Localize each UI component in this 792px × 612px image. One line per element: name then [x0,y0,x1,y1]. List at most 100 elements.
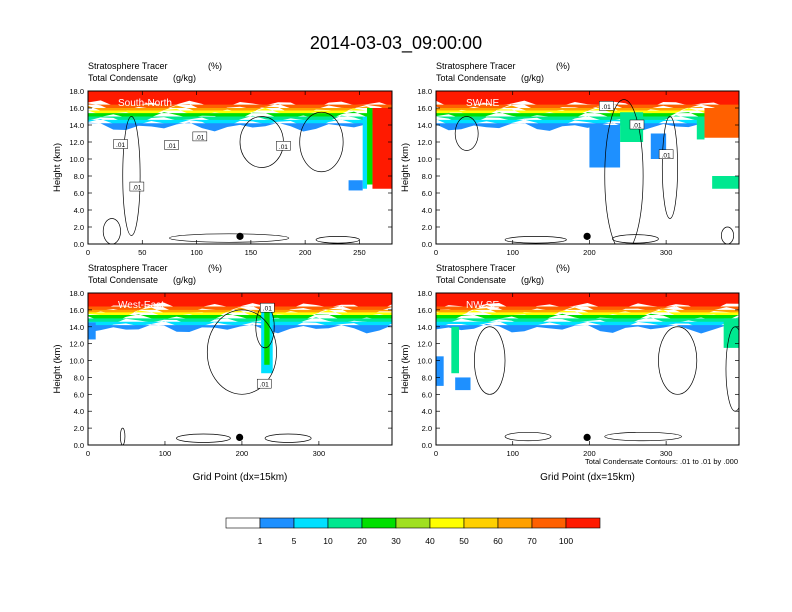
contour-label: .01 [263,306,272,313]
y-tick-label: 6.0 [74,189,84,198]
x-tick-label: 150 [245,248,258,257]
y-tick-label: 8.0 [74,172,84,181]
colorbar-label: 60 [493,536,503,546]
y-tick-label: 2.0 [422,223,432,232]
tracer-intrusion [348,180,363,191]
x-tick-label: 300 [660,449,673,458]
contour-label-box [164,140,179,150]
contour-label: .01 [632,123,641,130]
location-marker [583,433,591,441]
tracer-band [436,122,739,132]
contour-label-box [629,119,645,130]
colorbar-swatch [429,517,465,529]
contour-line [661,116,678,219]
contour-line [169,233,290,243]
panel-title-left-1: Stratosphere Tracer [88,61,168,71]
plot-frame [435,90,740,245]
contour-line [315,236,360,244]
colorbar-swatch [361,517,397,529]
y-tick-label: 10.0 [69,357,84,366]
panel-title-right-1: (%) [556,61,570,71]
contour-line [122,116,141,236]
y-tick-label: 2.0 [422,424,432,433]
x-tick-label: 200 [236,449,249,458]
contour-label: .01 [116,142,125,149]
location-marker [583,232,591,240]
contour-line [504,236,567,244]
tracer-band [436,310,739,320]
panel-sw-ne: Stratosphere Tracer (%) Total Condensate (g… [400,61,740,257]
tracer-intrusion [88,322,96,340]
y-axis-label: Height (km) [52,344,63,393]
tracer-intrusion [367,108,373,185]
y-axis-label: Height (km) [52,143,63,192]
tracer-intrusion [264,309,270,365]
panel-title-left-1: Stratosphere Tracer [436,263,516,273]
contour-label-box [129,181,145,192]
y-tick-label: 2.0 [74,424,84,433]
contour-label: .01 [662,152,671,159]
y-tick-label: 18.0 [417,289,432,298]
panel-title-left-2: Total Condensate [88,73,158,83]
colorbar-swatch [259,517,295,529]
contour-label: .01 [260,382,269,389]
contour-label: .01 [195,134,204,141]
contour-label-box [192,131,208,142]
y-tick-label: 6.0 [74,390,84,399]
panel-title-right-1: (%) [208,61,222,71]
colorbar-label: 40 [425,536,435,546]
plot-frame [435,292,740,446]
plot-frame [87,292,393,446]
tracer-intrusion [704,108,739,138]
x-tick-label: 100 [506,248,519,257]
y-tick-label: 12.0 [417,340,432,349]
tracer-intrusion [696,116,705,140]
tracer-field [88,91,392,191]
y-tick-label: 0.0 [422,441,432,450]
y-tick-label: 10.0 [69,155,84,164]
tracer-band [88,305,392,315]
panel-title-right-2: (g/kg) [173,275,196,285]
tracer-intrusion [712,176,739,189]
location-marker [236,433,244,441]
colorbar-swatch [327,517,363,529]
tracer-band [436,91,739,110]
y-tick-label: 14.0 [417,121,432,130]
panel-label: West-East [118,300,164,311]
contour-line [721,226,734,244]
y-tick-label: 4.0 [422,206,432,215]
tracer-band [88,108,392,117]
tracer-band [436,105,739,115]
y-tick-label: 16.0 [417,104,432,113]
panel-title-right-2: (g/kg) [173,73,196,83]
panel-west-east: Stratosphere Tracer (%) Total Condensate (g… [52,263,393,483]
tracer-intrusion [372,108,392,189]
y-tick-label: 18.0 [417,87,432,96]
x-tick-label: 200 [299,248,312,257]
x-axis-label: Grid Point (dx=15km) [540,472,635,483]
y-tick-label: 10.0 [417,357,432,366]
contour-line [206,309,277,395]
contour-label-box [113,139,128,149]
y-tick-label: 4.0 [422,407,432,416]
y-tick-label: 14.0 [417,323,432,332]
contour-note: Total Condensate Contours: .01 to .01 by… [585,457,738,466]
x-tick-label: 0 [434,449,438,458]
y-tick-label: 6.0 [422,189,432,198]
condensate-contours [454,99,734,244]
colorbar-label: 100 [559,536,573,546]
colorbar: 1 5 10 20 30 40 50 60 70 100 [225,517,601,546]
figure-title: 2014-03-03_09:00:00 [310,33,482,54]
x-tick-label: 0 [434,248,438,257]
colorbar-label: 5 [292,536,297,546]
tracer-band [88,105,392,116]
tracer-band [88,103,392,113]
x-tick-label: 100 [190,248,203,257]
panel-title-left-2: Total Condensate [88,275,158,285]
contour-label-box [599,101,614,111]
panel-label: NW-SE [466,300,499,311]
panel-title-left-2: Total Condensate [436,275,506,285]
y-tick-label: 18.0 [69,289,84,298]
tracer-band [88,321,392,331]
